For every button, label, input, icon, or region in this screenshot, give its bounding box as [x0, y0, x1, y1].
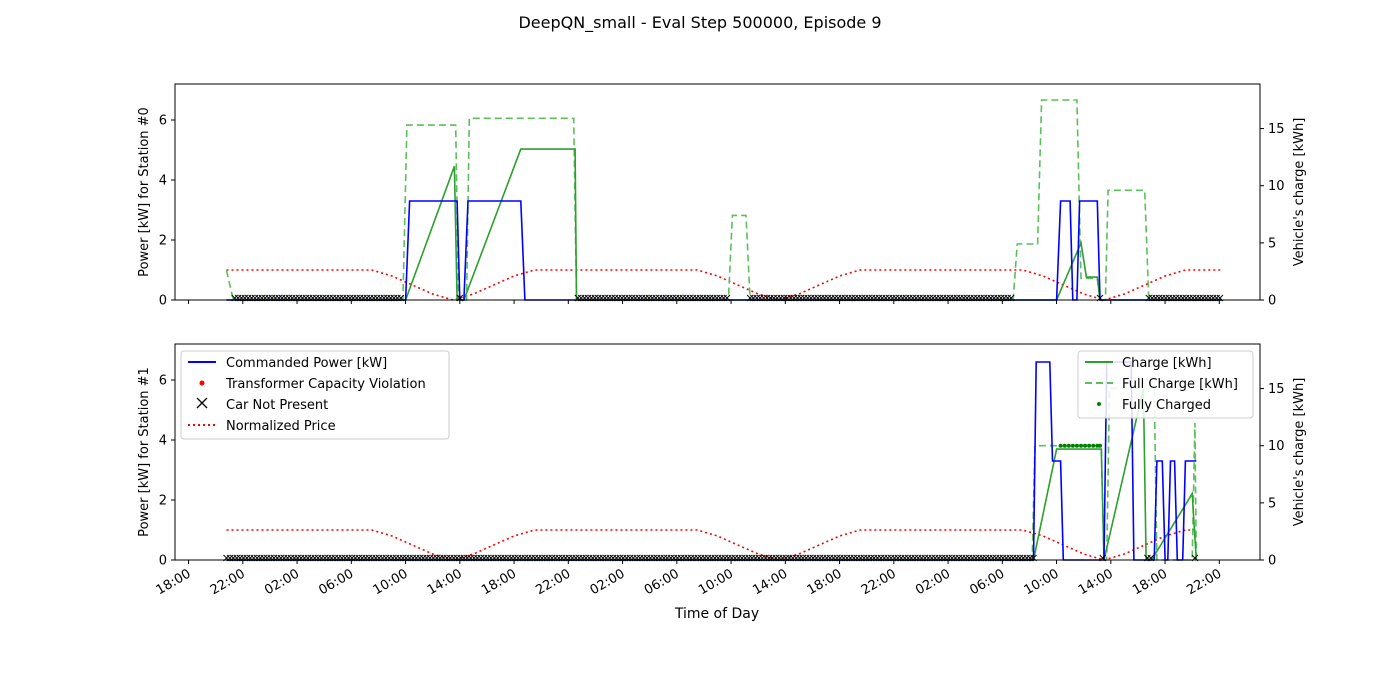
y-tick-label-right: 5 — [1268, 496, 1276, 511]
series-line-charge — [226, 148, 1222, 301]
legend-left-box — [180, 350, 450, 440]
fully-charged-marker — [1091, 443, 1096, 448]
fully-charged-marker — [1062, 443, 1067, 448]
plot-area-frame — [174, 343, 1261, 561]
x-tick-label: 10:00 — [1022, 566, 1062, 598]
y-tick-label-right: 15 — [1268, 382, 1285, 397]
x-tick-label: 18:00 — [805, 566, 845, 598]
fully-charged-marker — [1066, 443, 1071, 448]
x-tick-label: 18:00 — [479, 566, 519, 598]
x-tick-label: 10:00 — [371, 566, 411, 598]
y-tick-label-left: 0 — [159, 294, 167, 309]
series-layer — [225, 99, 1224, 302]
x-tick-label: 18:00 — [1130, 566, 1170, 598]
plot-area-frame — [174, 83, 1261, 301]
legend-left: Commanded Power [kW] Transformer Capacit… — [180, 350, 450, 440]
x-tick-label: 14:00 — [750, 566, 790, 598]
fully-charged-marker — [1074, 443, 1079, 448]
legend-label: Car Not Present — [226, 398, 328, 413]
y-tick-label-right: 10 — [1268, 439, 1285, 454]
y-axis-label-left: Power [kW] for Station #1 — [137, 367, 152, 537]
legend-label: Fully Charged — [1122, 398, 1211, 413]
y-tick-label-left: 4 — [159, 434, 167, 449]
x-tick-label: 06:00 — [316, 566, 356, 598]
x-tick-label: 06:00 — [642, 566, 682, 598]
x-axis-label: Time of Day — [674, 606, 759, 622]
chart-station-1: 0 2 4 6 0 5 10 15 18:00 22:00 02:00 06:00 10:00 14:00… — [137, 343, 1307, 622]
x-tick-label: 18:00 — [154, 566, 194, 598]
x-tick-label: 10:00 — [696, 566, 736, 598]
y-tick-label-left: 0 — [159, 554, 167, 569]
x-tick-label: 22:00 — [1184, 566, 1224, 598]
x-tick-label: 22:00 — [208, 566, 248, 598]
fully-charged-marker — [1087, 443, 1092, 448]
legend-right: Charge [kWh] Full Charge [kWh] Fully Cha… — [1077, 350, 1254, 419]
y-tick-label-left: 4 — [159, 174, 167, 189]
fully-charged-marker — [1079, 443, 1083, 448]
x-tick-label: 06:00 — [967, 566, 1007, 598]
x-tick-label: 22:00 — [533, 566, 573, 598]
legend-label: Full Charge [kWh] — [1122, 377, 1238, 392]
axes-layer: 0 2 4 6 0 5 10 15 — [159, 114, 1285, 309]
legend-label: Charge [kWh] — [1122, 356, 1212, 371]
series-line-commanded-power — [226, 200, 1222, 301]
legend-swatch-not-present — [196, 397, 208, 409]
x-tick-label: 02:00 — [262, 566, 302, 598]
series-line-charge — [226, 388, 1198, 561]
y-axis-label-right: Vehicle's charge [kWh] — [1292, 378, 1307, 527]
y-tick-label-left: 2 — [159, 494, 167, 509]
fully-charged-marker — [1098, 443, 1102, 448]
legend-label: Transformer Capacity Violation — [225, 377, 426, 392]
legend-label: Normalized Price — [226, 419, 336, 434]
figure-title: DeepQN_small - Eval Step 500000, Episode… — [518, 13, 881, 33]
y-tick-label-right: 0 — [1268, 294, 1276, 309]
series-line-full-charge — [226, 387, 1198, 561]
x-tick-label: 22:00 — [859, 566, 899, 598]
x-tick-label: 02:00 — [588, 566, 628, 598]
y-tick-label-right: 5 — [1268, 236, 1276, 251]
y-axis-label-left: Power [kW] for Station #0 — [137, 107, 152, 277]
x-tick-label: 14:00 — [1076, 566, 1116, 598]
x-tick-label: 02:00 — [913, 566, 953, 598]
y-tick-label-right: 10 — [1268, 179, 1285, 194]
y-tick-label-left: 6 — [159, 114, 167, 129]
legend-right-box — [1077, 350, 1254, 419]
y-axis-label-right: Vehicle's charge [kWh] — [1292, 118, 1307, 267]
chart-station-0: 0 2 4 6 0 5 10 15 Power [kW] for Station #0 Veh… — [137, 83, 1307, 309]
x-tick-label: 14:00 — [425, 566, 465, 598]
fully-charged-marker — [1070, 443, 1075, 448]
fully-charged-marker — [1058, 443, 1063, 448]
legend-swatch-violation — [199, 380, 205, 386]
legend-swatch-fully-charged — [1097, 402, 1101, 406]
y-tick-label-right: 15 — [1268, 122, 1285, 137]
fully-charged-marker — [1083, 443, 1087, 448]
y-tick-label-left: 2 — [159, 234, 167, 249]
legend-label: Commanded Power [kW] — [226, 356, 387, 371]
y-tick-label-left: 6 — [159, 374, 167, 389]
y-tick-label-right: 0 — [1268, 554, 1276, 569]
